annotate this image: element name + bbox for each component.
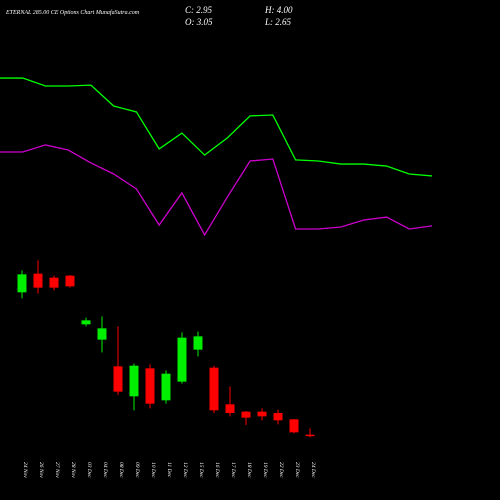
x-tick-label: 16 Dec [214,462,220,478]
ohlc-label: L: 2.65 [264,17,292,27]
x-tick-label: 24 Dec [310,462,317,478]
candle-body [257,411,267,417]
ohlc-label: O: 3.05 [185,17,213,27]
candle-body [273,413,283,421]
candle-body [305,434,315,437]
x-tick-label: 27 Nov [54,462,60,478]
x-tick-label: 24 Nov [22,462,29,478]
candle-body [113,366,123,392]
x-tick-label: 12 Dec [182,462,188,478]
ohlc-label: H: 4.00 [264,5,293,15]
candle-body [177,337,187,382]
indicator-line [0,77,433,177]
x-tick-label: 19 Dec [262,462,268,478]
candle-body [97,328,107,340]
candle-body [241,411,251,418]
candle-body [33,273,43,288]
x-tick-label: 18 Dec [246,462,252,478]
candle-body [49,277,59,288]
candle-body [145,368,155,404]
indicator-line [0,144,433,237]
x-tick-label: 11 Dec [166,462,172,478]
candle-body [17,274,27,293]
x-tick-label: 10 Dec [150,462,156,478]
x-tick-label: 03 Dec [86,462,92,478]
x-tick-label: 17 Dec [230,462,236,478]
candle-body [65,275,75,287]
candle-body [209,367,219,411]
candle-body [193,336,203,350]
ohlc-label: C: 2.95 [185,5,213,15]
x-tick-label: 23 Dec [294,462,300,478]
chart-title: ETERNAL 285.00 CE Options Chart MunafaSu… [5,9,140,16]
candle-body [129,365,139,397]
x-tick-label: 26 Nov [38,462,44,478]
x-tick-label: 08 Dec [118,462,124,478]
x-tick-label: 28 Nov [70,462,76,478]
x-tick-label: 15 Dec [198,462,204,478]
candle-body [225,404,235,413]
x-tick-label: 09 Dec [134,462,140,478]
x-tick-label: 22 Dec [278,462,284,478]
candle-body [161,373,171,401]
x-tick-label: 04 Dec [102,462,109,478]
candle-body [289,419,299,433]
candle-body [81,320,91,325]
